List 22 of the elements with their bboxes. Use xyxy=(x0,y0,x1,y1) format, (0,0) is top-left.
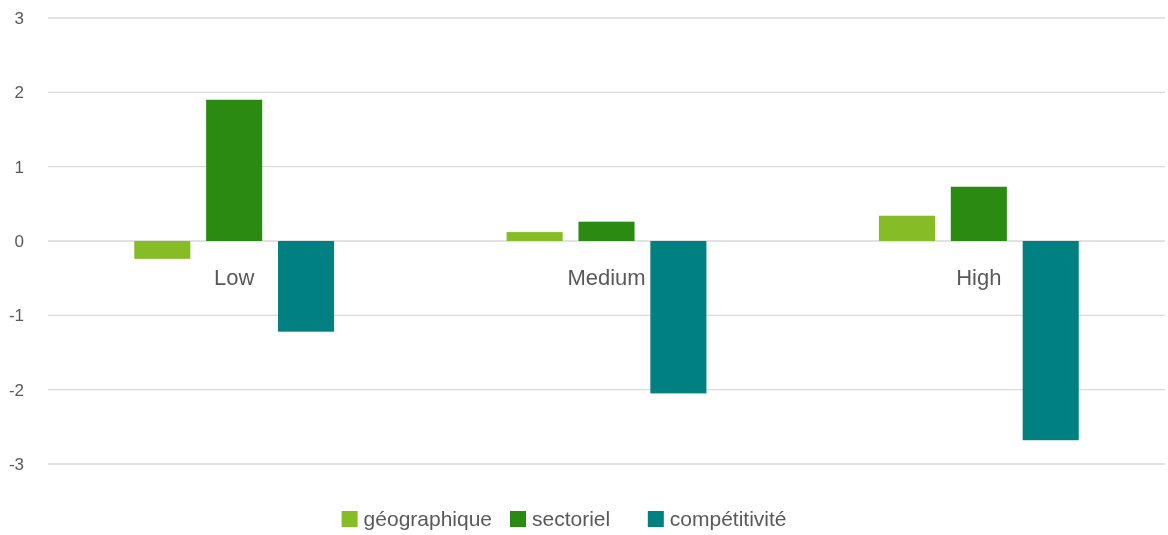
y-tick-label: -1 xyxy=(8,306,24,326)
x-tick-label: Medium xyxy=(567,265,646,290)
y-tick-label: 0 xyxy=(14,231,24,251)
bar xyxy=(650,241,707,394)
y-tick-label: -2 xyxy=(8,380,24,400)
y-tick-label: 1 xyxy=(14,157,24,177)
bar xyxy=(578,221,635,241)
bar xyxy=(950,186,1007,241)
bar xyxy=(134,241,191,259)
x-tick-label: Low xyxy=(213,265,255,290)
legend-label: géographique xyxy=(363,507,493,531)
legend-label: sectoriel xyxy=(532,507,611,531)
bar xyxy=(278,241,335,332)
x-tick-label: High xyxy=(956,265,1002,290)
y-tick-label: -3 xyxy=(8,454,24,474)
bar xyxy=(1022,241,1079,441)
legend-label: compétitivité xyxy=(669,507,787,531)
y-tick-label: 2 xyxy=(14,83,24,103)
y-tick-label: 3 xyxy=(14,8,24,28)
bar xyxy=(878,215,935,241)
bar xyxy=(506,232,563,241)
bar xyxy=(206,99,263,241)
